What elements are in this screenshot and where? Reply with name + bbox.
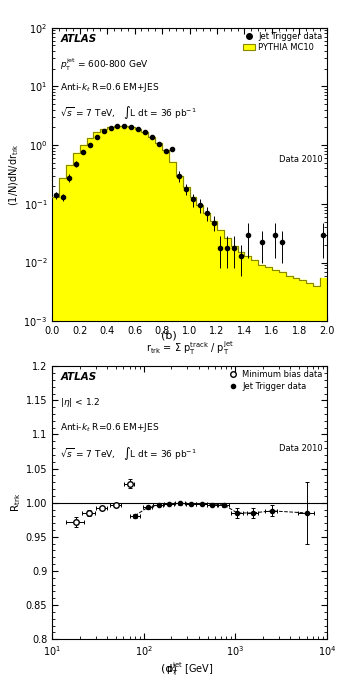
Text: Data 2010: Data 2010: [279, 444, 323, 453]
Text: Anti-$k_t$ R=0.6 EM+JES: Anti-$k_t$ R=0.6 EM+JES: [60, 421, 160, 434]
Text: (d): (d): [160, 664, 177, 674]
Text: $p_\mathrm{T}^\mathrm{jet}$ = 600-800 GeV: $p_\mathrm{T}^\mathrm{jet}$ = 600-800 Ge…: [60, 57, 149, 73]
Text: $\sqrt{s}$ = 7 TeV,   $\int$L dt = 36 pb$^{-1}$: $\sqrt{s}$ = 7 TeV, $\int$L dt = 36 pb$^…: [60, 446, 197, 462]
Legend: Jet Trigger data, PYTHIA MC10: Jet Trigger data, PYTHIA MC10: [243, 32, 323, 53]
Legend: Minimum bias data, Jet Trigger data: Minimum bias data, Jet Trigger data: [226, 370, 323, 391]
Text: $\sqrt{s}$ = 7 TeV,   $\int$L dt = 36 pb$^{-1}$: $\sqrt{s}$ = 7 TeV, $\int$L dt = 36 pb$^…: [60, 104, 197, 121]
X-axis label: r$_\mathrm{trk}$ = $\Sigma$ p$_\mathrm{T}^\mathrm{track}$ / p$_\mathrm{T}^\mathr: r$_\mathrm{trk}$ = $\Sigma$ p$_\mathrm{T…: [146, 339, 234, 357]
Text: Data 2010: Data 2010: [279, 155, 323, 164]
Text: ATLAS: ATLAS: [60, 372, 97, 381]
Y-axis label: R$_\mathrm{trk}$: R$_\mathrm{trk}$: [9, 493, 23, 512]
X-axis label: p$_\mathrm{T}^\mathrm{jet}$ [GeV]: p$_\mathrm{T}^\mathrm{jet}$ [GeV]: [166, 661, 213, 679]
Text: ATLAS: ATLAS: [60, 34, 97, 44]
Text: |$\eta$| < 1.2: |$\eta$| < 1.2: [60, 396, 100, 409]
Text: Anti-$k_t$ R=0.6 EM+JES: Anti-$k_t$ R=0.6 EM+JES: [60, 81, 160, 93]
Text: (b): (b): [161, 331, 176, 341]
Y-axis label: (1/N)dN/dr$_\mathrm{trk}$: (1/N)dN/dr$_\mathrm{trk}$: [7, 143, 21, 206]
